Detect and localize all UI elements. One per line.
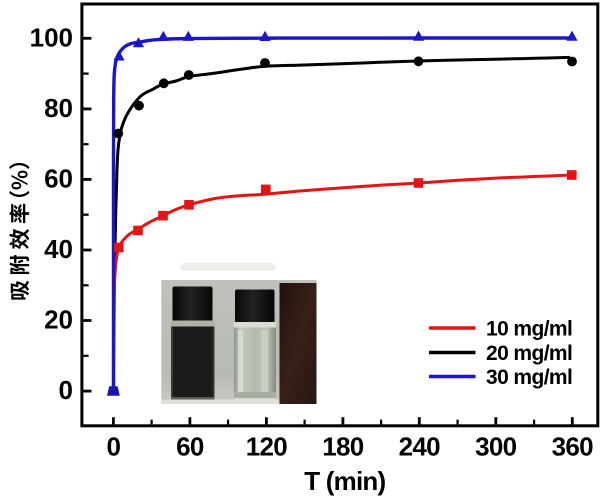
svg-text:0: 0 (59, 375, 73, 405)
svg-text:T (min): T (min) (304, 466, 385, 496)
svg-text:120: 120 (246, 431, 288, 461)
svg-text:30 mg/ml: 30 mg/ml (486, 366, 572, 389)
svg-text:60: 60 (44, 163, 73, 193)
svg-text:360: 360 (552, 431, 594, 461)
svg-text:80: 80 (44, 93, 73, 123)
svg-text:0: 0 (107, 431, 121, 461)
svg-text:40: 40 (44, 234, 73, 264)
svg-text:60: 60 (176, 431, 204, 461)
svg-text:20 mg/ml: 20 mg/ml (486, 342, 572, 365)
svg-text:10 mg/ml: 10 mg/ml (486, 318, 572, 341)
svg-text:300: 300 (475, 431, 517, 461)
svg-text:100: 100 (30, 22, 73, 52)
svg-text:20: 20 (44, 305, 73, 335)
svg-text:180: 180 (322, 431, 364, 461)
svg-text:240: 240 (399, 431, 441, 461)
